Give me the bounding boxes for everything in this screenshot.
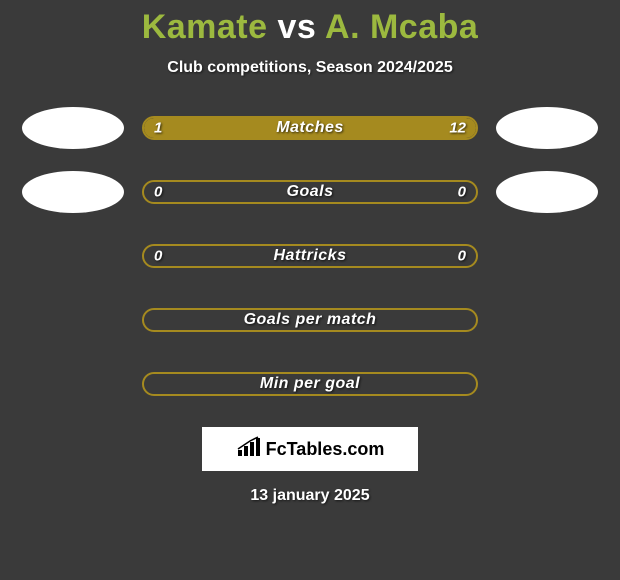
stat-label: Hattricks [144, 247, 476, 265]
player2-name: A. Mcaba [325, 8, 478, 46]
stat-row: 00Goals [0, 171, 620, 213]
stat-label: Goals per match [144, 311, 476, 329]
stat-row: 112Matches [0, 107, 620, 149]
player2-avatar [496, 107, 598, 149]
comparison-widget: Kamate vs A. Mcaba Club competitions, Se… [0, 0, 620, 505]
date-text: 13 january 2025 [0, 487, 620, 505]
vs-text: vs [278, 8, 317, 46]
stat-bar: 00Goals [142, 180, 478, 204]
logo-text: FcTables.com [266, 439, 385, 460]
player1-name: Kamate [142, 8, 268, 46]
stat-bar: 00Hattricks [142, 244, 478, 268]
stat-bar: Min per goal [142, 372, 478, 396]
stat-bar: Goals per match [142, 308, 478, 332]
player1-avatar [22, 171, 124, 213]
stat-label: Min per goal [144, 375, 476, 393]
player2-avatar [496, 171, 598, 213]
stat-row: 00Hattricks [0, 235, 620, 277]
logo-box[interactable]: FcTables.com [202, 427, 418, 471]
chart-icon [236, 436, 262, 463]
subtitle: Club competitions, Season 2024/2025 [0, 59, 620, 77]
stat-row: Goals per match [0, 299, 620, 341]
player1-avatar [22, 107, 124, 149]
stat-bar: 112Matches [142, 116, 478, 140]
stat-label: Goals [144, 183, 476, 201]
stats-list: 112Matches 00Goals 00Hattricks Goals per ma… [0, 107, 620, 405]
page-title: Kamate vs A. Mcaba [0, 8, 620, 47]
stat-label: Matches [144, 119, 476, 137]
stat-row: Min per goal [0, 363, 620, 405]
